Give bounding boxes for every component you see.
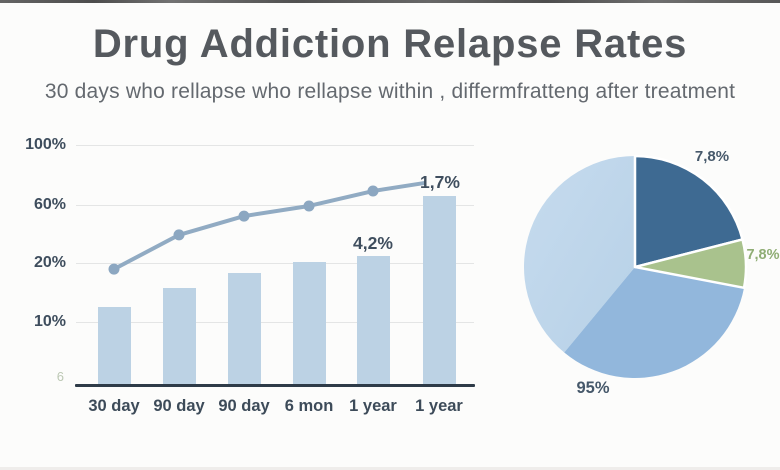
page-title: Drug Addiction Relapse Rates [92, 22, 688, 66]
x-axis-category-label: 90 day [218, 397, 270, 415]
y-axis-tick-label: 20% [33, 254, 66, 271]
trend-point [238, 210, 250, 222]
y-axis-tick-label: 100% [25, 136, 66, 153]
gridline [76, 205, 474, 206]
bar [97, 307, 131, 386]
pie-slice-label: 95% [576, 379, 610, 397]
gridline [76, 145, 474, 146]
pie-slice-label: 7,8% [746, 247, 780, 263]
pie-slice-label: 7,8% [694, 148, 730, 165]
data-label: 1,7% [420, 172, 460, 192]
x-axis-category-label: 1 year [349, 397, 397, 415]
trend-point [108, 263, 120, 275]
gridline [76, 322, 474, 323]
y-axis-tick-label: 10% [33, 313, 66, 330]
bar [422, 196, 456, 386]
bar [356, 256, 390, 386]
pie-svg [524, 154, 748, 378]
relapse-pie-chart: 7,8% 7,8% 95% [500, 130, 780, 440]
data-label: 4,2% [353, 233, 393, 253]
pie-slice [633, 238, 748, 290]
x-axis-category-label: 1 year [415, 397, 463, 415]
trend-point [367, 185, 379, 197]
x-axis-category-label: 90 day [153, 397, 205, 415]
x-axis-category-label: 6 mon [284, 397, 334, 415]
x-axis-line [75, 384, 475, 387]
bottom-edge-artifact [0, 467, 780, 470]
bar [162, 288, 196, 386]
page-subtitle: 30 days who rellapse who rellapse within… [44, 80, 736, 103]
bar [227, 273, 261, 386]
x-axis-category-label: 30 day [88, 397, 140, 415]
pie-slice [564, 267, 745, 378]
y-axis-tick-label: 60% [33, 196, 66, 213]
pie-slice [524, 156, 635, 353]
bar [292, 262, 326, 386]
y-axis-bottom-note: 6 [56, 369, 64, 384]
gridline [76, 263, 474, 264]
pie-slice [633, 154, 744, 269]
relapse-bar-line-chart: 100% 60% 20% 10% 6 30 day 90 day 90 day 6 mon 1 y… [0, 120, 500, 470]
top-edge-artifact [0, 0, 780, 3]
trend-point [173, 229, 185, 241]
